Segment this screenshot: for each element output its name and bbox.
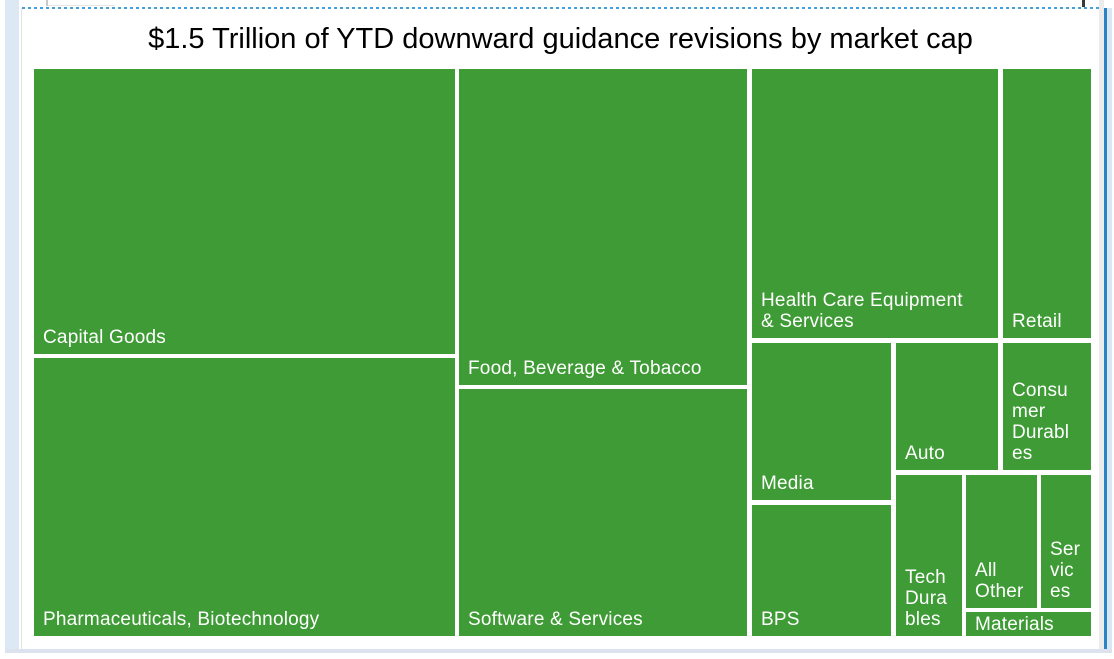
treemap-tile-auto[interactable]: Auto [896,343,998,470]
right-edge-gray-band [1099,0,1104,650]
cutoff-ui-fragment-right [1082,0,1085,8]
tile-label: All Other [975,560,1024,602]
treemap-tile-food-beverage-tobacco[interactable]: Food, Beverage & Tobacco [459,69,747,385]
treemap-tile-services[interactable]: Ser vic es [1041,475,1091,608]
treemap-tile-all-other[interactable]: All Other [966,475,1037,608]
cutoff-ui-fragment-left [46,0,48,6]
treemap-tile-consumer-durables[interactable]: Consu mer Durabl es [1003,343,1091,470]
tile-label: Materials [975,614,1054,635]
right-window-border [1104,8,1107,653]
tile-label: Tech Dura bles [905,567,947,630]
tile-label: Capital Goods [43,327,167,348]
treemap-tile-health-care-equipment-services[interactable]: Health Care Equipment & Services [752,69,998,338]
tile-label: Ser vic es [1050,539,1081,602]
selection-border-top [22,7,1104,9]
bottom-window-border [5,649,1112,653]
treemap-tile-bps[interactable]: BPS [752,505,891,636]
treemap-tile-retail[interactable]: Retail [1003,69,1091,338]
tile-label: Consu mer Durabl es [1012,380,1070,464]
treemap-tile-tech-durables[interactable]: Tech Dura bles [896,475,962,636]
treemap-tile-pharmaceuticals-biotechnology[interactable]: Pharmaceuticals, Biotechnology [34,358,455,636]
treemap-tile-software-services[interactable]: Software & Services [459,389,747,636]
tile-label: Media [761,473,814,494]
tile-label: Food, Beverage & Tobacco [468,358,702,379]
treemap-tile-materials[interactable]: Materials [966,612,1091,636]
tile-label: Pharmaceuticals, Biotechnology [43,609,320,630]
left-pane-edge [5,0,19,652]
tile-label: Retail [1012,311,1062,332]
tile-label: Auto [905,443,945,464]
tile-label: Health Care Equipment & Services [761,290,963,332]
tile-label: Software & Services [468,609,643,630]
treemap-tile-media[interactable]: Media [752,343,891,500]
right-edge-light-band [1107,8,1112,653]
treemap-tile-capital-goods[interactable]: Capital Goods [34,69,455,354]
chart-title: $1.5 Trillion of YTD downward guidance r… [148,23,973,55]
canvas-edge-line [21,8,22,650]
tile-label: BPS [761,609,800,630]
cutoff-ui-fragment-line [48,5,115,6]
